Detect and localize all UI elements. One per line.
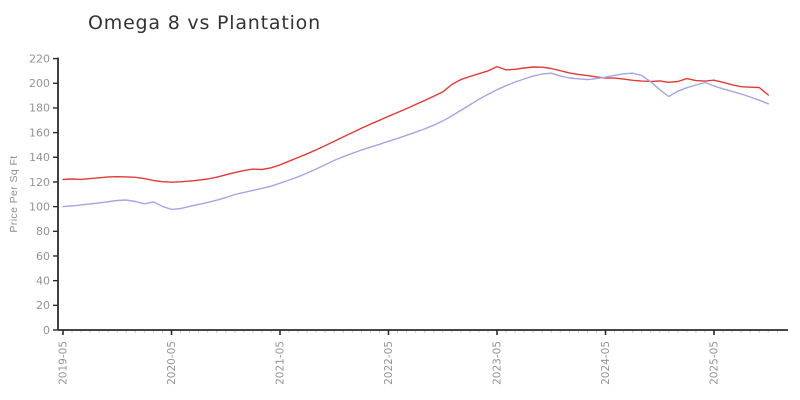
series-line-plantation xyxy=(62,72,769,211)
y-tick-label: 120 xyxy=(29,176,50,189)
series-line-omega-8 xyxy=(62,65,769,183)
x-tick-label: 2021-05 xyxy=(275,341,287,385)
x-tick-label: 2022-05 xyxy=(383,341,395,385)
x-tick-label: 2020-05 xyxy=(166,341,178,385)
x-tick-label: 2024-05 xyxy=(600,341,612,385)
y-tick-label: 180 xyxy=(29,102,50,115)
y-axis-label: Price Per Sq Ft xyxy=(8,155,20,233)
x-tick-label: 2019-05 xyxy=(58,341,70,385)
y-tick-label: 80 xyxy=(36,225,50,238)
y-tick-label: 20 xyxy=(36,299,50,312)
y-tick-label: 220 xyxy=(29,52,50,65)
y-tick-label: 200 xyxy=(29,77,50,90)
y-tick-label: 60 xyxy=(36,250,50,263)
x-tick-label: 2023-05 xyxy=(492,341,504,385)
y-tick-label: 140 xyxy=(29,151,50,164)
x-tick-label: 2025-05 xyxy=(709,341,721,385)
y-tick-label: 40 xyxy=(36,274,50,287)
chart-title: Omega 8 vs Plantation xyxy=(88,12,321,34)
y-tick-label: 0 xyxy=(43,324,50,337)
y-tick-label: 160 xyxy=(29,126,50,139)
y-tick-label: 100 xyxy=(29,200,50,213)
